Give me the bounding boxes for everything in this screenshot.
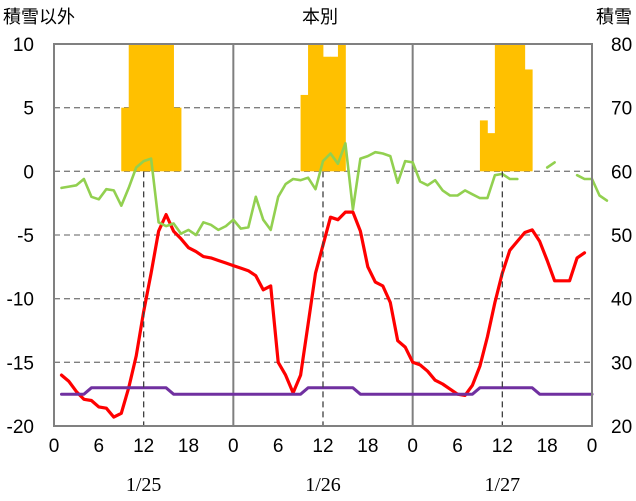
bar — [121, 107, 130, 172]
bar — [330, 56, 339, 172]
bar — [143, 44, 152, 172]
bar-series — [121, 44, 533, 172]
left-axis-title: 積雪以外 — [3, 7, 75, 28]
bar — [308, 44, 316, 172]
x-tick-label: 0 — [587, 436, 598, 457]
right-tick-label: 80 — [611, 35, 632, 56]
bar — [494, 44, 503, 172]
bar — [337, 44, 346, 172]
plot-frame — [53, 43, 593, 427]
bar — [502, 44, 511, 172]
bar — [166, 44, 174, 172]
bar — [173, 107, 182, 172]
x-tick-label: 12 — [133, 436, 154, 457]
bar — [158, 44, 167, 172]
bar — [487, 133, 496, 172]
bar — [479, 120, 488, 172]
series-line — [60, 386, 594, 396]
right-tick-label: 70 — [611, 99, 632, 120]
bar — [524, 69, 533, 172]
bar — [128, 44, 137, 172]
series-line — [545, 161, 556, 169]
right-axis-title: 積雪 — [596, 7, 632, 28]
left-tick-label: -10 — [7, 290, 34, 311]
x-tick-label: 6 — [452, 436, 463, 457]
x-tick-label: 6 — [94, 436, 105, 457]
date-label: 1/26 — [305, 474, 341, 496]
bar — [151, 44, 160, 172]
left-tick-label: -15 — [7, 353, 34, 374]
x-tick-label: 6 — [273, 436, 284, 457]
x-tick-label: 18 — [178, 436, 199, 457]
x-tick-label: 12 — [312, 436, 333, 457]
right-tick-label: 30 — [611, 353, 632, 374]
chart-title: 本別 — [302, 7, 338, 28]
left-tick-label: -20 — [7, 417, 34, 438]
date-labels: 1/25 1/26 1/27 — [126, 474, 520, 496]
left-tick-label: 0 — [23, 162, 34, 183]
x-tick-label: 0 — [228, 436, 239, 457]
bar — [509, 44, 518, 172]
bar — [136, 44, 145, 172]
right-tick-label: 50 — [611, 226, 632, 247]
x-tick-label: 18 — [537, 436, 558, 457]
bar — [517, 44, 526, 172]
x-tick-label: 12 — [492, 436, 513, 457]
x-tick-label: 0 — [49, 436, 60, 457]
x-tick-label: 0 — [407, 436, 418, 457]
left-axis-ticks: 10 5 0 -5 -10 -15 -20 — [7, 35, 34, 438]
left-tick-label: 10 — [13, 35, 34, 56]
bar — [300, 94, 309, 172]
right-axis-ticks: 80 70 60 50 40 30 20 — [611, 35, 632, 438]
date-label: 1/25 — [126, 474, 162, 496]
x-tick-label: 18 — [357, 436, 378, 457]
right-tick-label: 60 — [611, 162, 632, 183]
series-line — [60, 142, 519, 237]
bar — [315, 44, 324, 172]
date-marker-lines — [143, 171, 503, 426]
left-tick-label: 5 — [23, 99, 34, 120]
bar — [323, 56, 331, 172]
left-tick-label: -5 — [17, 226, 34, 247]
right-tick-label: 40 — [611, 290, 632, 311]
date-label: 1/27 — [485, 474, 521, 496]
right-tick-label: 20 — [611, 417, 632, 438]
x-axis-ticks: 0 6 12 18 0 6 12 18 0 6 12 18 0 — [49, 436, 598, 457]
